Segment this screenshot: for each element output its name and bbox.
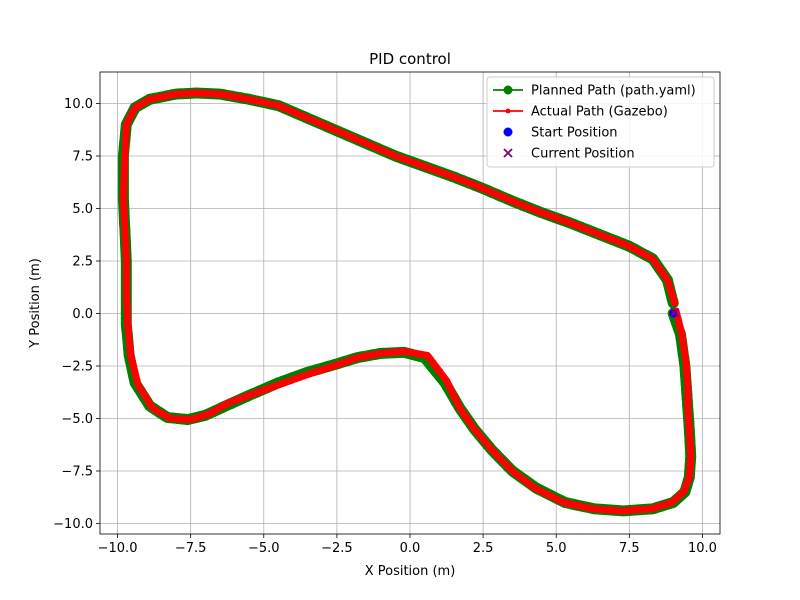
legend-item: Current Position — [503, 147, 635, 162]
series-group — [117, 87, 697, 517]
y-tick-label: 0.0 — [72, 307, 93, 322]
legend-frame — [486, 76, 715, 168]
legend-label: Actual Path (Gazebo) — [531, 105, 668, 120]
legend-label: Start Position — [531, 126, 618, 141]
legend-label: Current Position — [531, 147, 635, 162]
series-marker — [671, 299, 679, 307]
x-tick-label: 7.5 — [619, 541, 640, 556]
chart-title: PID control — [369, 50, 451, 68]
x-tick-label: 0.0 — [400, 541, 421, 556]
legend-item: Actual Path (Gazebo) — [493, 105, 668, 120]
legend-item: Planned Path (path.yaml) — [493, 84, 696, 99]
legend-swatch-marker — [503, 85, 513, 95]
x-axis-label: X Position (m) — [365, 564, 456, 579]
x-tick-label: 5.0 — [546, 541, 567, 556]
x-tick-label: −7.5 — [175, 541, 207, 556]
x-tick-label: 2.5 — [473, 541, 494, 556]
y-tick-label: 5.0 — [72, 202, 93, 217]
y-tick-label: −2.5 — [61, 360, 93, 375]
y-tick-label: −5.0 — [61, 412, 93, 427]
y-tick-label: 7.5 — [72, 150, 93, 165]
series-layer — [117, 87, 697, 517]
legend-swatch-marker — [503, 127, 513, 137]
current-position-marker — [669, 307, 680, 318]
legend: Planned Path (path.yaml) Actual Path (Gaz… — [486, 76, 715, 168]
x-tick-label: −10.0 — [98, 541, 138, 556]
y-tick-label: −7.5 — [61, 465, 93, 480]
x-tick-label: 10.0 — [688, 541, 717, 556]
y-axis-label: Y Position (m) — [28, 258, 43, 349]
x-tick-label: −2.5 — [321, 541, 353, 556]
x-tick-label: −5.0 — [248, 541, 280, 556]
legend-swatch-marker — [503, 148, 513, 158]
legend-label: Planned Path (path.yaml) — [531, 84, 696, 99]
legend-item: Start Position — [503, 126, 618, 141]
legend-swatch-marker — [505, 108, 511, 114]
y-tick-label: 2.5 — [72, 255, 93, 270]
y-tick-label: −10.0 — [53, 517, 93, 532]
axis-ticks: −10.0 −7.5 −5.0 −2.5 0.0 2.5 5.0 7.5 10.0 −10.0 −7… — [53, 97, 717, 556]
y-tick-label: 10.0 — [64, 97, 93, 112]
